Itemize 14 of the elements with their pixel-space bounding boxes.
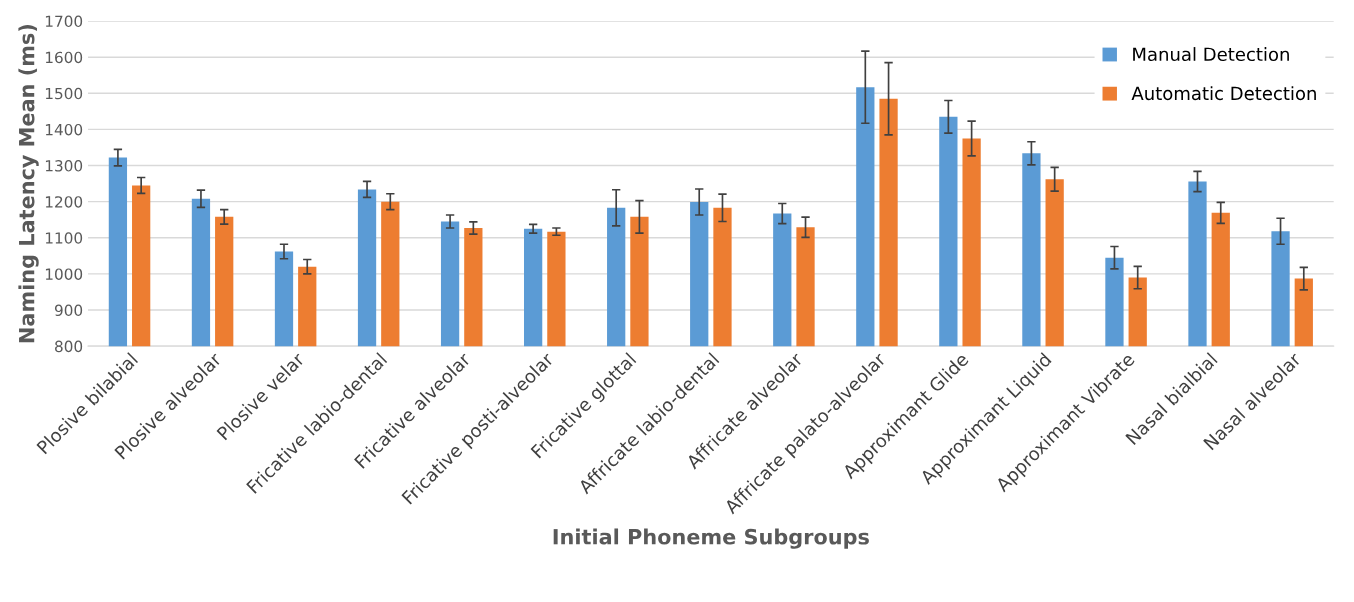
y-tick-label: 1500 xyxy=(45,87,83,100)
y-tick-label: 1000 xyxy=(45,268,83,280)
y-tick-label: 1400 xyxy=(45,123,83,136)
y-tick-label: 1700 xyxy=(45,15,83,28)
y-tick-label: 800 xyxy=(55,340,83,353)
y-tick-label: 1300 xyxy=(45,160,83,172)
x-axis-title: Initial Phoneme Subgroups xyxy=(553,528,869,549)
y-tick-label: 900 xyxy=(54,304,83,317)
legend-label: Automatic Detection xyxy=(1131,86,1316,101)
y-axis-title: Naming Latency Mean (ms) xyxy=(18,24,39,343)
y-tick-label: 1600 xyxy=(45,51,83,64)
y-tick-label: 1200 xyxy=(45,196,83,208)
y-tick-label: 1100 xyxy=(45,232,83,244)
legend-label: Manual Detection xyxy=(1133,47,1289,62)
